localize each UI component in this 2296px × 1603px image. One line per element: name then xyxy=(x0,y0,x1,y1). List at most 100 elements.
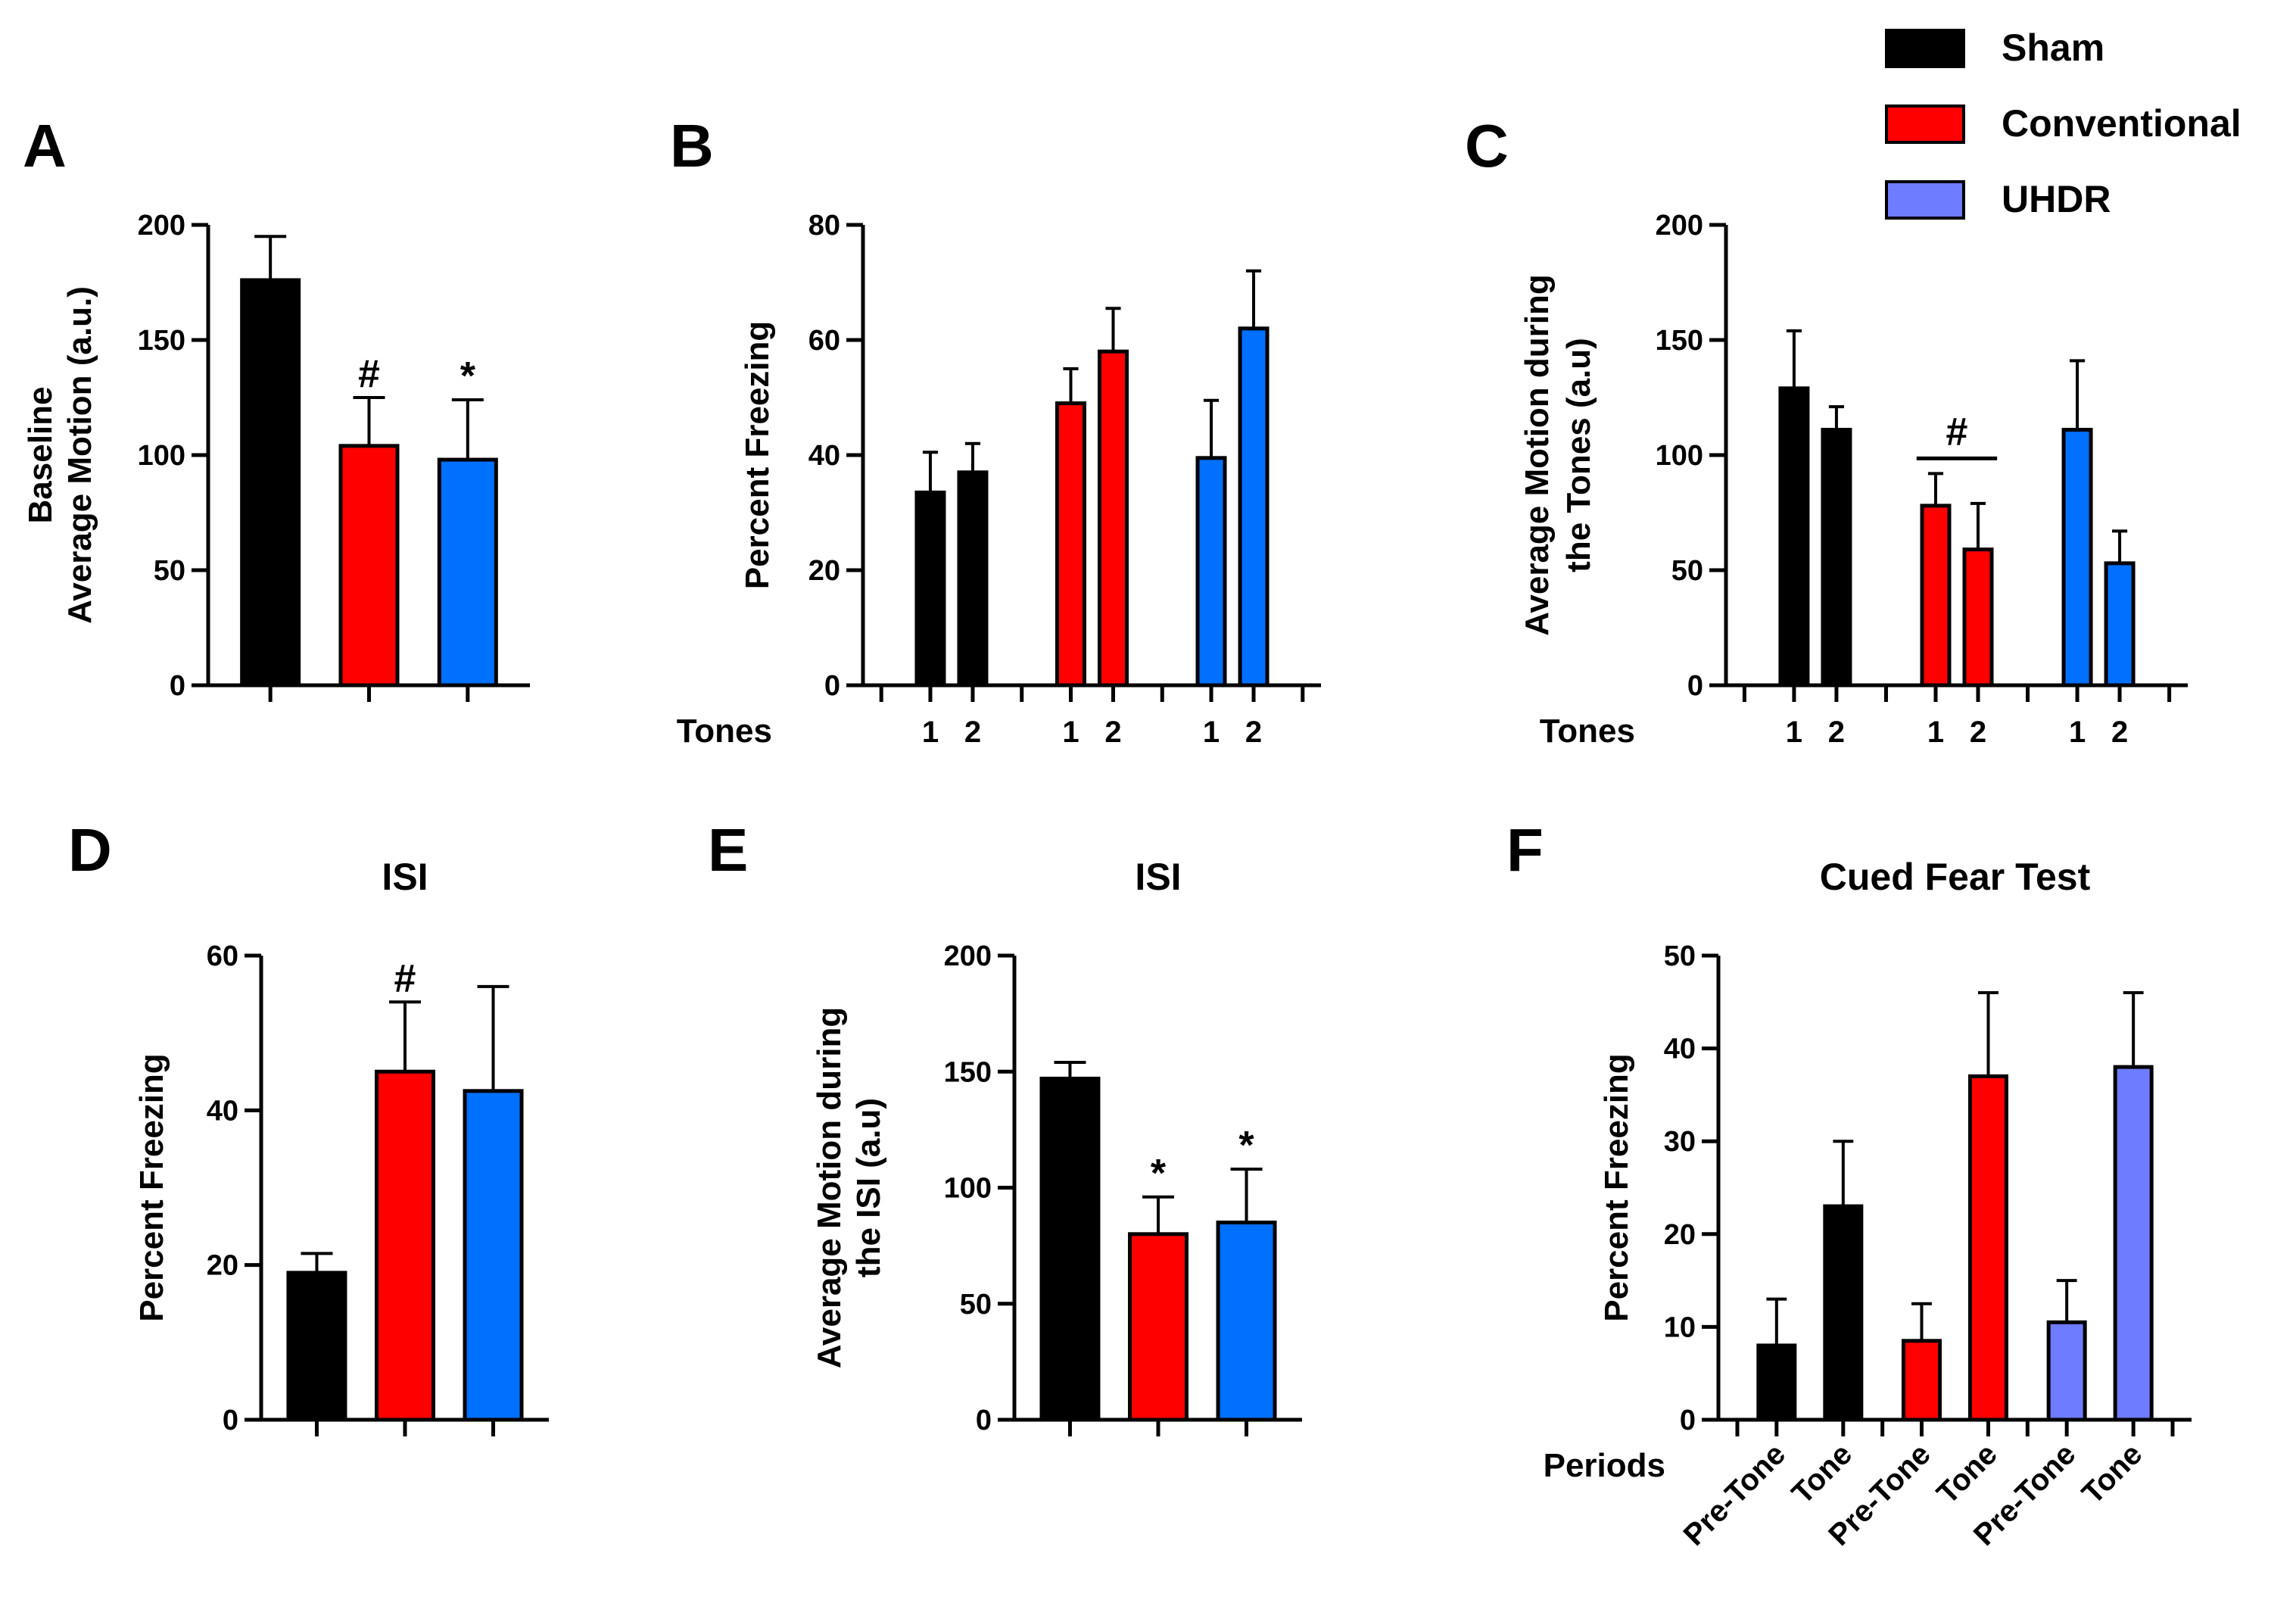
y-tick-label: 80 xyxy=(808,210,840,242)
y-tick-label: 10 xyxy=(1664,1311,1696,1343)
legend: Sham Conventional UHDR xyxy=(1885,27,2241,220)
y-tick-label: 100 xyxy=(138,440,185,472)
legend-item-sham: Sham xyxy=(1885,27,2104,69)
legend-item-conventional: Conventional xyxy=(1885,102,2241,145)
bar xyxy=(2113,1065,2154,1422)
bar xyxy=(1039,1076,1101,1422)
legend-swatch-uhdr xyxy=(1885,180,1965,220)
y-tick-label: 150 xyxy=(944,1056,992,1088)
panel-e: E 0 50 100 150 200 Average Motion during the I… xyxy=(708,816,1302,1436)
x-tick-label: Pre-Tone xyxy=(1678,1437,1793,1552)
y-tick-label: 60 xyxy=(207,940,238,972)
x-tick-label: Tone xyxy=(2076,1437,2149,1511)
x-tick-label: 2 xyxy=(964,716,981,749)
bar xyxy=(338,444,400,688)
y-tick-label: 0 xyxy=(170,670,185,702)
y-tick-label: 60 xyxy=(808,325,840,357)
y-tick-label: 50 xyxy=(1671,555,1703,587)
x-axis-label: Tones xyxy=(677,713,772,750)
bar xyxy=(914,490,946,688)
x-tick-label: 1 xyxy=(2069,716,2086,749)
y-tick-label: 200 xyxy=(944,940,992,972)
legend-label-uhdr: UHDR xyxy=(2002,178,2111,220)
panel-label: C xyxy=(1465,112,1509,179)
legend-item-uhdr: UHDR xyxy=(1885,178,2111,220)
bar xyxy=(1968,1074,2008,1422)
y-tick-label: 0 xyxy=(1680,1405,1696,1436)
y-tick-label: 50 xyxy=(960,1289,992,1321)
bar xyxy=(240,278,301,688)
chart-title: ISI xyxy=(382,856,428,898)
y-tick-label: 20 xyxy=(808,555,840,587)
panel-label: F xyxy=(1506,816,1544,884)
panel-label: E xyxy=(708,816,748,884)
y-tick-label: 50 xyxy=(154,555,185,587)
bar xyxy=(1920,504,1952,688)
bar xyxy=(2104,561,2136,688)
y-tick-label: 0 xyxy=(976,1405,992,1436)
panel-label: D xyxy=(68,816,112,884)
bar xyxy=(2061,428,2093,688)
y-tick-label: 40 xyxy=(1664,1034,1696,1065)
x-axis-label: Tones xyxy=(1540,713,1635,750)
panel-label: B xyxy=(670,112,714,179)
x-tick-label: 1 xyxy=(1786,716,1802,749)
y-axis-label: the Tones (a.u) xyxy=(1560,338,1597,572)
significance-marker: # xyxy=(1946,410,1968,454)
y-axis-label: Percent Freezing xyxy=(133,1053,170,1322)
legend-swatch-sham xyxy=(1885,29,1965,68)
y-axis-label: Average Motion (a.u.) xyxy=(61,286,98,624)
x-tick-label: 2 xyxy=(1104,716,1121,749)
x-tick-label: Tone xyxy=(1930,1437,2004,1511)
chart-title: Cued Fear Test xyxy=(1820,856,2091,898)
y-tick-label: 100 xyxy=(944,1173,992,1205)
y-tick-label: 200 xyxy=(1656,210,1703,242)
x-tick-label: 1 xyxy=(1927,716,1944,749)
bar xyxy=(1195,456,1227,688)
y-tick-label: 150 xyxy=(1656,325,1703,357)
bar xyxy=(463,1089,524,1422)
panel-label: A xyxy=(23,112,67,179)
y-tick-label: 0 xyxy=(824,670,840,702)
y-tick-label: 0 xyxy=(1687,670,1703,702)
y-axis-label: Average Motion during xyxy=(1519,274,1556,636)
legend-label-sham: Sham xyxy=(2002,27,2104,69)
y-tick-label: 100 xyxy=(1656,440,1703,472)
y-tick-label: 30 xyxy=(1664,1126,1696,1158)
bar xyxy=(375,1069,435,1422)
bar xyxy=(286,1271,347,1422)
significance-marker: # xyxy=(394,956,416,1000)
bar xyxy=(1055,401,1086,688)
panel-d: D 0 20 40 60 Percent Freezing ISI # xyxy=(68,816,549,1436)
bar xyxy=(437,457,498,688)
x-tick-label: 2 xyxy=(1245,716,1262,749)
bar xyxy=(1128,1232,1188,1422)
bar xyxy=(2046,1320,2087,1422)
significance-marker: * xyxy=(1238,1124,1254,1168)
bar xyxy=(1756,1343,1797,1422)
bar xyxy=(1238,326,1269,688)
x-axis-label: Periods xyxy=(1544,1447,1665,1484)
x-tick-label: 1 xyxy=(1062,716,1079,749)
x-tick-label: 1 xyxy=(1203,716,1220,749)
x-tick-label: 2 xyxy=(2111,716,2128,749)
bar xyxy=(1098,349,1129,688)
y-axis-label: Average Motion during xyxy=(811,1007,848,1369)
legend-swatch-conventional xyxy=(1885,104,1965,144)
y-axis-label: the ISI (a.u) xyxy=(850,1098,887,1277)
legend-label-conventional: Conventional xyxy=(2002,102,2241,145)
significance-marker: * xyxy=(1151,1152,1167,1196)
bar xyxy=(1778,386,1810,688)
x-tick-label: 1 xyxy=(922,716,939,749)
y-axis-label: Baseline xyxy=(22,387,59,524)
x-tick-label: 2 xyxy=(1970,716,1986,749)
y-tick-label: 20 xyxy=(1664,1219,1696,1251)
y-tick-label: 40 xyxy=(207,1095,238,1127)
panel-a: A 0 50 100 150 200 Baseline Average Motion (a.… xyxy=(22,112,530,702)
y-axis-label: Percent Freezing xyxy=(739,321,776,590)
bar xyxy=(1902,1339,1942,1422)
y-tick-label: 150 xyxy=(138,325,185,357)
x-tick-label: Tone xyxy=(1786,1437,1859,1511)
